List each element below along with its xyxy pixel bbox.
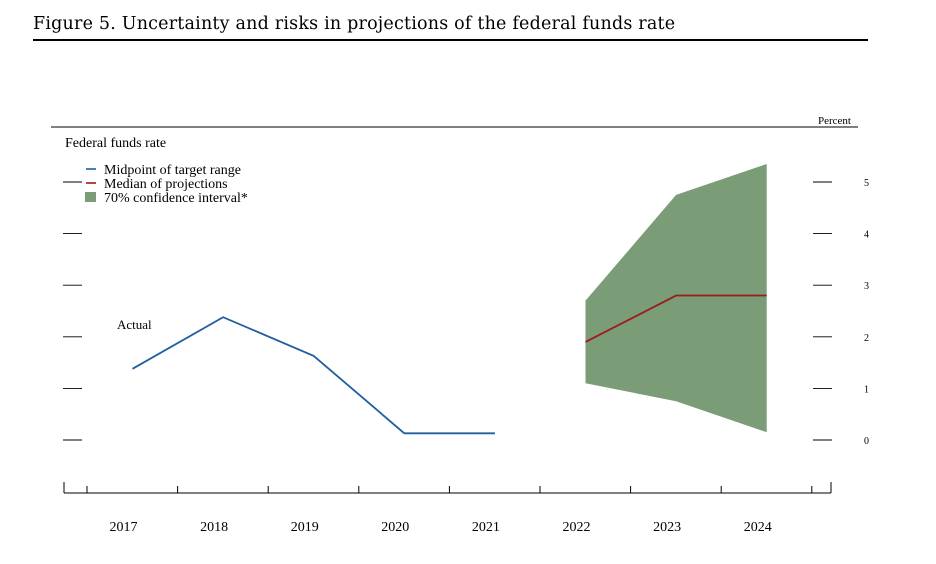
x-tick-label-2020: 2020 <box>381 520 409 535</box>
y-tick-label-4: 4 <box>864 230 869 241</box>
y-tick-label-2: 2 <box>864 333 869 344</box>
x-tick-label-2023: 2023 <box>653 520 681 535</box>
x-tick-label-2017: 2017 <box>110 520 138 535</box>
x-tick-label-2018: 2018 <box>200 520 228 535</box>
y-tick-label-1: 1 <box>864 384 869 395</box>
y-tick-label-0: 0 <box>864 436 869 447</box>
y-tick-label-3: 3 <box>864 281 869 292</box>
series-line-median <box>585 294 767 343</box>
x-axis <box>63 482 832 494</box>
x-tick-label-2024: 2024 <box>744 520 772 535</box>
x-tick-labels: 2017 2018 2019 2020 2021 2022 2023 2024 <box>110 520 772 535</box>
series-lines <box>132 294 767 435</box>
chart-title: Federal funds rate <box>65 136 166 151</box>
confidence-band <box>585 163 767 433</box>
series-line-midpoint <box>132 316 495 435</box>
x-tick-label-2019: 2019 <box>291 520 319 535</box>
y-tick-label-5: 5 <box>864 178 869 189</box>
legend-swatch-confidence <box>85 192 96 202</box>
x-tick-label-2022: 2022 <box>563 520 591 535</box>
left-tick-marks <box>63 181 82 441</box>
unit-label: Percent <box>818 115 851 127</box>
annotation-actual: Actual <box>117 317 152 332</box>
right-tick-marks <box>813 181 832 441</box>
legend-label-confidence: 70% confidence interval* <box>104 191 248 206</box>
x-tick-label-2021: 2021 <box>472 520 500 535</box>
y-tick-labels: 0 1 2 3 4 5 <box>864 178 869 447</box>
legend-label-median: Median of projections <box>104 177 228 192</box>
figure-title: Figure 5. Uncertainty and risks in proje… <box>33 14 676 34</box>
confidence-interval-area <box>585 163 767 433</box>
legend-label-midpoint: Midpoint of target range <box>104 163 241 178</box>
legend: Midpoint of target range Median of proje… <box>85 163 248 206</box>
figure-title-rule <box>33 39 868 41</box>
